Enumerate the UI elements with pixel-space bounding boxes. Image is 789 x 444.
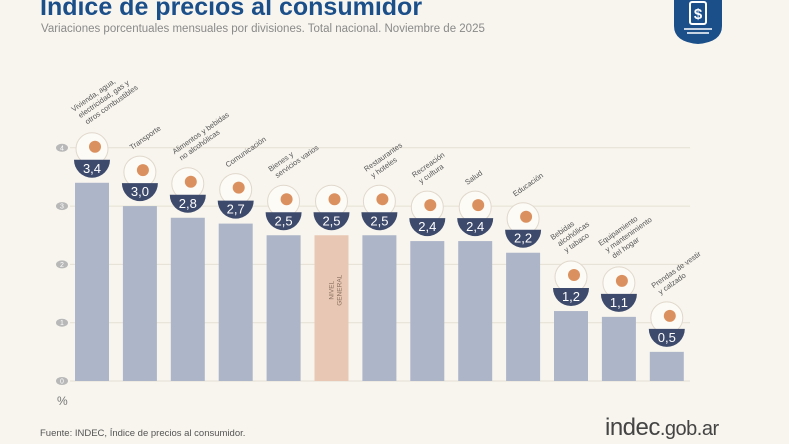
category-icon-accent [232, 181, 245, 194]
value-label: 2,2 [514, 231, 532, 246]
category-icon-accent [568, 269, 580, 282]
svg-text:$: $ [694, 6, 703, 23]
value-label: 1,1 [610, 295, 628, 310]
y-tick-marker [56, 202, 68, 211]
value-label: 2,4 [466, 219, 484, 234]
bar [554, 311, 588, 381]
value-badge [648, 328, 685, 347]
value-label: 0,5 [658, 330, 676, 345]
brand-main: indec [605, 414, 660, 441]
bar [649, 351, 684, 381]
value-badge [217, 200, 254, 219]
brand-suffix: .gob.ar [659, 418, 719, 440]
y-axis-unit: % [57, 394, 68, 408]
value-label: 2,5 [275, 213, 293, 228]
value-badge [409, 218, 446, 237]
category-icon-accent [89, 140, 101, 153]
bar-inner-label-line: GENERAL [337, 274, 344, 305]
bar [170, 217, 205, 381]
bar [410, 241, 445, 381]
category-label: Prendas de vestiry calzado [650, 249, 709, 298]
category-label: Bebidasalcohólicasy tabaco [549, 212, 597, 257]
category-icon-accent [663, 309, 676, 322]
value-badge [553, 288, 589, 307]
category-label: Alimentos y bebidasno alcohólicas [171, 110, 237, 163]
page-title: Índice de precios al consumidor [40, 0, 423, 21]
value-badge [74, 159, 110, 178]
category-icon-accent [136, 164, 149, 177]
value-badge [457, 218, 494, 237]
y-tick-marker [56, 260, 68, 269]
value-label: 2,8 [179, 196, 197, 211]
category-icon-accent [328, 193, 341, 206]
value-badge [265, 212, 302, 231]
category-icon-accent [184, 175, 197, 188]
indec-brand[interactable]: indec.gob.ar [605, 414, 719, 442]
category-label: Salud [463, 168, 484, 186]
y-tick-marker [56, 318, 68, 327]
y-tick-label: 1 [60, 320, 64, 327]
y-tick-label: 2 [60, 262, 64, 269]
value-badge [313, 212, 350, 231]
value-label: 2,5 [322, 213, 340, 228]
category-icon-accent [280, 193, 293, 206]
category-icon-accent [520, 210, 533, 223]
value-badge [169, 194, 206, 213]
dollar-shield-logo-icon: $ [674, 0, 722, 44]
value-badge [505, 229, 542, 248]
value-label: 2,5 [370, 213, 388, 228]
value-badge [121, 183, 158, 202]
bar [314, 235, 349, 381]
bar-inner-label: NIVELGENERAL [329, 274, 344, 305]
y-tick-marker [56, 143, 68, 152]
y-tick-label: 3 [60, 204, 64, 211]
category-icon-accent [615, 274, 628, 287]
category-label: Vivienda, agua,electricidad, gas yotros … [70, 68, 140, 128]
value-label: 1,2 [562, 289, 580, 304]
category-label: Restaurantesy hoteles [362, 140, 409, 180]
category-label: Bienes yservicios varios [266, 135, 320, 180]
category-label-line: Comunicación [224, 135, 268, 170]
y-tick-marker [56, 377, 68, 385]
value-label: 3,0 [131, 184, 149, 199]
category-label: Recreacióny cultura [410, 150, 451, 187]
source-note: Fuente: INDEC, Índice de precios al cons… [40, 428, 246, 439]
category-label-line: Salud [463, 168, 484, 186]
value-badge [600, 293, 637, 312]
category-label: Educación [511, 171, 545, 198]
page-subtitle: Variaciones porcentuales mensuales por d… [41, 23, 485, 35]
bar [362, 235, 397, 381]
y-tick-label: 0 [60, 379, 64, 386]
bar [506, 252, 541, 381]
bar [458, 241, 493, 381]
category-label-line: Educación [511, 171, 545, 198]
category-icon-accent [424, 199, 437, 212]
bar [266, 235, 301, 381]
category-icon-accent [376, 193, 389, 206]
value-label: 2,7 [227, 202, 245, 217]
value-label: 3,4 [83, 161, 101, 176]
bar-inner-label-line: NIVEL [329, 280, 336, 299]
category-label: Equipamientoy mantenimientodel hogar [597, 208, 659, 263]
category-label: Comunicación [224, 135, 268, 170]
bar [75, 182, 109, 381]
bar [601, 316, 636, 381]
value-label: 2,4 [418, 219, 436, 234]
y-tick-label: 4 [60, 145, 64, 152]
category-icon-accent [472, 199, 485, 212]
bar [122, 206, 157, 381]
bar [218, 223, 253, 381]
value-badge [361, 212, 398, 231]
